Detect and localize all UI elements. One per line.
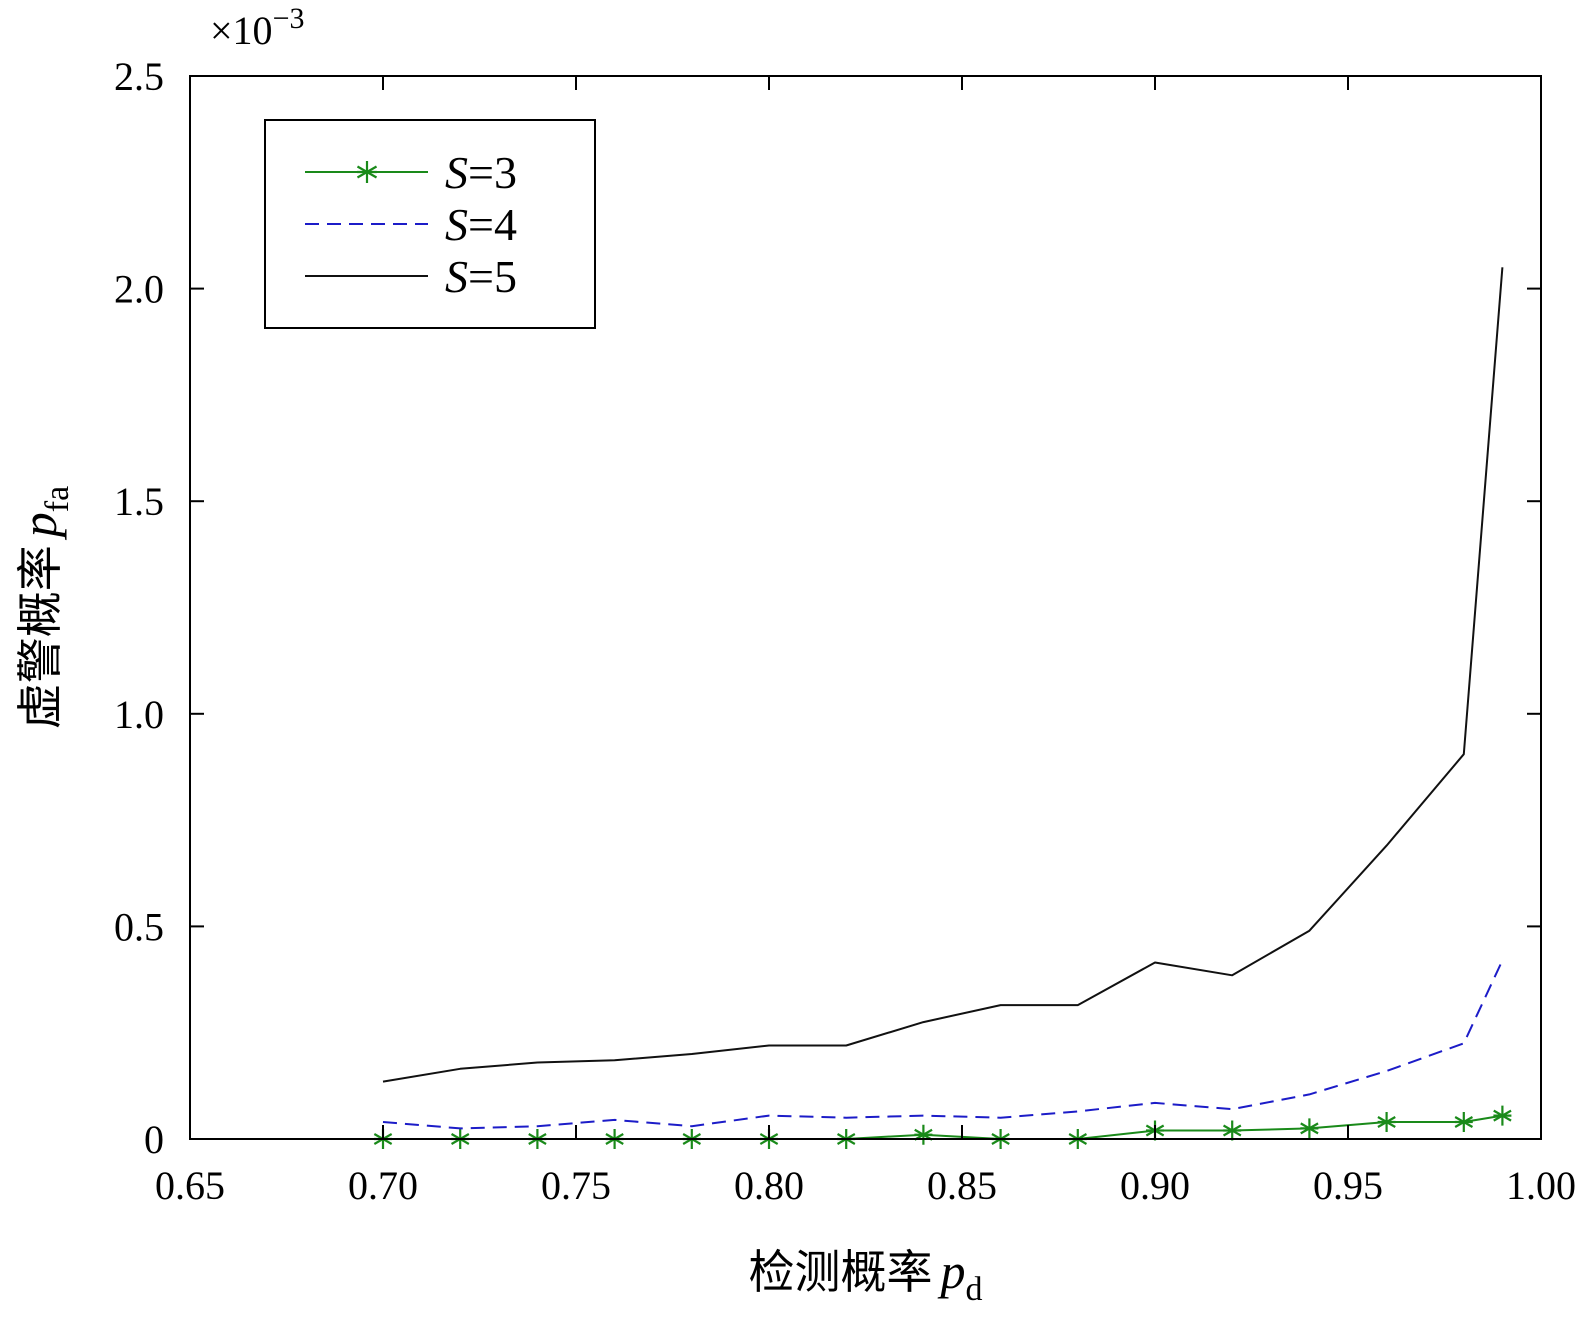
legend-entry: S=4 xyxy=(305,199,517,250)
y-axis-multiplier: ×10−3 xyxy=(210,2,304,53)
series-line xyxy=(382,267,1504,1083)
legend-entry: S=3 xyxy=(305,147,517,198)
y-axis-title: 虚警概率 pfa xyxy=(11,486,76,729)
x-tick-label: 0.85 xyxy=(927,1163,997,1208)
data-point-marker xyxy=(1222,1120,1242,1141)
x-tick-label: 0.90 xyxy=(1120,1163,1190,1208)
y-axis-multiplier-exponent: −3 xyxy=(273,2,305,35)
legend-label-symbol: S xyxy=(445,199,468,250)
y-tick-label: 1.0 xyxy=(114,692,164,737)
legend-entry: S=5 xyxy=(305,251,517,302)
legend-box xyxy=(264,119,596,329)
x-axis-title-symbol: p xyxy=(938,1243,966,1299)
y-tick-label: 2.5 xyxy=(114,54,164,99)
y-axis-title-text: 虚警概率 xyxy=(13,545,67,729)
y-axis-title-symbol: p xyxy=(11,512,67,540)
x-axis-title: 检测概率 pd xyxy=(749,1243,983,1308)
x-axis-title-text: 检测概率 xyxy=(749,1245,933,1299)
data-point-marker xyxy=(1300,1118,1319,1139)
legend-label: S=5 xyxy=(445,251,517,302)
legend-label-symbol: S xyxy=(445,147,468,198)
legend-label: S=4 xyxy=(445,199,517,250)
plot-frame xyxy=(189,75,1542,1140)
legend: S=3 S=4 S=5 xyxy=(264,119,596,329)
ticks-layer: 0.65 0.70 0.75 0.80 0.85 0.90 0.95 1.00 0 0.5 1.0 1… xyxy=(114,54,1576,1208)
y-tick-label: 0 xyxy=(144,1117,164,1162)
x-tick-label: 0.70 xyxy=(348,1163,418,1208)
legend-label-symbol: S xyxy=(445,251,468,302)
data-point-marker xyxy=(1377,1111,1396,1132)
y-axis-multiplier-prefix: ×10 xyxy=(210,8,273,53)
data-point-marker xyxy=(1493,1105,1512,1126)
legend-label: S=3 xyxy=(445,147,517,198)
data-point-marker xyxy=(356,161,378,183)
legend-swatch-marker xyxy=(356,161,378,183)
legend-label-value: =4 xyxy=(468,199,517,250)
y-tick-label: 1.5 xyxy=(114,479,164,524)
x-axis-title-subscript: d xyxy=(966,1271,983,1308)
x-tick-label: 0.65 xyxy=(155,1163,225,1208)
x-tick-label: 0.80 xyxy=(734,1163,804,1208)
y-axis-title-subscript: fa xyxy=(39,486,76,512)
legend-label-value: =3 xyxy=(468,147,517,198)
x-tick-label: 1.00 xyxy=(1506,1163,1576,1208)
x-tick-label: 0.75 xyxy=(541,1163,611,1208)
x-tick-label: 0.95 xyxy=(1313,1163,1383,1208)
y-tick-label: 0.5 xyxy=(114,904,164,949)
series-line xyxy=(382,959,1504,1130)
legend-label-value: =5 xyxy=(468,251,517,302)
y-tick-label: 2.0 xyxy=(114,267,164,312)
data-point-marker xyxy=(1454,1111,1474,1132)
